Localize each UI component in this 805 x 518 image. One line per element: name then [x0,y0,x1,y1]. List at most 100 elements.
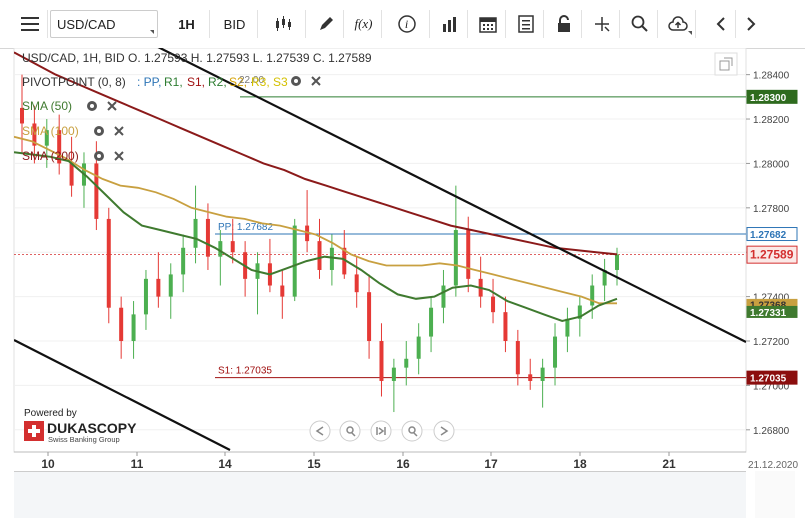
plot-area[interactable] [13,48,747,453]
document-icon[interactable] [508,10,544,38]
last-icon-glyph [440,426,449,436]
fit-icon[interactable] [370,420,392,442]
r-tag-text: 1.28300 [750,93,787,104]
logo-subtitle: Swiss Banking Group [48,435,120,444]
sma50-tag-text: 1.27331 [750,308,787,319]
candle-body [553,336,558,368]
gear-icon[interactable] [94,126,104,136]
bar-chart-icon-glyph [442,17,456,32]
candlestick-icon[interactable] [260,10,306,38]
pencil-icon[interactable] [308,10,344,38]
x-axis: 10 11 14 15 16 17 18 21 21.12.2020 [14,451,798,471]
hamburger-icon-glyph [20,17,39,31]
x-tick-label: 18 [573,457,587,471]
candle-body [305,225,310,242]
scrollbar[interactable] [755,471,795,518]
timeframe-select[interactable]: 1H [164,10,210,38]
cloud-upload-icon[interactable] [660,10,696,38]
close-icon[interactable] [107,101,117,111]
price-tags: 1.27682 1.27035 1.28300 1.27589 1.273681.273… [746,89,798,385]
candle-body [119,307,124,342]
candle-body [491,296,496,313]
function-icon[interactable]: f(x) [346,10,382,38]
sma200-legend: SMA (200) [22,149,124,163]
instrument-select[interactable]: USD/CAD [50,10,158,38]
close-icon[interactable] [311,76,321,86]
ohlc-readout: USD/CAD, 1H, BID O. 1.27593 H. 1.27593 L… [22,51,372,65]
gear-icon[interactable] [291,76,301,86]
pencil-icon-glyph [319,17,333,30]
candle-body [218,241,223,257]
sma200-line[interactable] [14,51,618,256]
date-label: 21.12.2020 [748,460,798,471]
lock-icon[interactable] [546,10,582,38]
candles [20,74,619,413]
crosshair-icon[interactable] [584,10,620,38]
pivot-s3: S3 [273,75,288,89]
caret-icon [150,30,154,34]
candle-body [379,341,384,381]
last-icon[interactable] [433,420,455,442]
fit-icon-ring [370,420,392,442]
calendar-icon[interactable] [470,10,506,38]
navigator-scroller[interactable] [14,471,746,518]
calendar-icon-glyph [478,17,497,33]
first-icon-ring [309,420,331,442]
info-icon-glyph [397,15,416,33]
x-tick-label: 21 [662,457,676,471]
y-tick-label: 1.28000 [753,159,790,170]
candle-body [106,218,111,308]
bar-chart-icon[interactable] [432,10,468,38]
candle-body [404,358,409,368]
upper-trendline[interactable] [150,48,746,343]
side-select[interactable]: BID [212,10,258,38]
hamburger-icon[interactable] [12,10,48,38]
close-icon[interactable] [114,126,124,136]
close-icon[interactable] [114,151,124,161]
candle-body [615,254,619,270]
candle-body [354,274,359,293]
candle-body [590,285,595,306]
pp-tag-box [746,227,798,242]
level-label-pp: PP: 1.27682 [218,222,273,233]
candle-body [577,305,582,319]
sma100-tag-text: 1.27368 [750,300,787,311]
sma100-line[interactable] [14,135,617,305]
zoom-in-icon-glyph [408,426,418,437]
y-tick-label: 1.27200 [753,337,790,348]
chevron-right-icon[interactable] [736,10,766,38]
candle-body [181,247,186,275]
expand-icon[interactable] [714,52,738,76]
chevron-left-icon[interactable] [706,10,736,38]
pivot-s2: S2, [229,75,247,89]
zoom-out-icon[interactable] [339,420,361,442]
trend-lines [14,48,746,451]
x-tick-label: 17 [484,457,498,471]
zoom-in-icon[interactable] [401,420,423,442]
pivot-r2: R2, [208,75,227,89]
first-icon[interactable] [309,420,331,442]
pivot-r3: R3, [251,75,270,89]
candle-body [44,130,49,146]
x-tick-label: 16 [396,457,410,471]
sma50-line[interactable] [14,151,618,323]
candle-body [205,218,210,257]
first-icon-glyph [315,426,324,436]
info-icon[interactable]: i [384,10,430,38]
zoom-icon[interactable] [622,10,658,38]
x-tick-label: 11 [131,457,144,471]
y-tick-label: 1.28200 [753,115,790,126]
candle-body [317,241,322,270]
candle-body [32,123,37,146]
candle-body [416,336,421,359]
lower-trendline[interactable] [14,339,231,451]
gear-icon[interactable] [87,101,97,111]
candle-body [230,241,235,253]
candle-body [69,163,74,186]
gear-icon[interactable] [94,151,104,161]
candle-body [292,225,297,297]
x-tick-label: 14 [218,457,232,471]
candle-body [280,285,285,297]
info-label: i [404,16,409,31]
